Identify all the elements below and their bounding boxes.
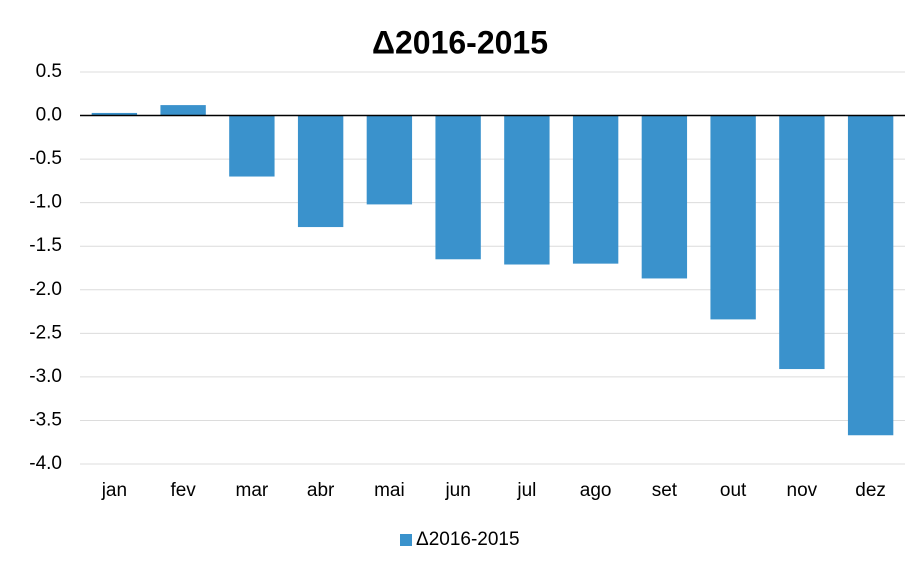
x-tick-label: jul (516, 480, 536, 501)
bar (572, 115, 619, 264)
x-tick-label: nov (787, 480, 818, 501)
bar (779, 115, 825, 370)
legend-label: Δ2016-2015 (416, 529, 520, 550)
bar (91, 112, 138, 116)
y-tick-label: -3.0 (29, 366, 62, 387)
bar (435, 115, 481, 260)
bar (710, 115, 756, 320)
y-tick-label: -3.5 (29, 409, 62, 430)
x-tick-label: dez (855, 480, 886, 501)
y-tick-label: -1.5 (29, 235, 62, 256)
bar (297, 115, 344, 228)
x-tick-label: mar (236, 480, 269, 501)
x-tick-label: jan (101, 480, 127, 501)
x-tick-label: ago (580, 480, 612, 501)
bar (229, 115, 275, 177)
bar (641, 115, 688, 279)
y-tick-label: -4.0 (29, 453, 62, 474)
bar (504, 115, 550, 265)
x-tick-label: out (720, 480, 747, 501)
x-tick-label: fev (170, 480, 196, 501)
y-tick-label: 0.0 (36, 105, 62, 126)
x-tick-label: set (652, 480, 678, 501)
x-tick-label: mai (374, 480, 405, 501)
x-tick-label: jun (444, 480, 470, 501)
bar (366, 115, 413, 205)
y-tick-label: -0.5 (29, 148, 62, 169)
y-tick-label: -2.5 (29, 322, 62, 343)
x-tick-label: abr (307, 480, 335, 501)
y-tick-label: -2.0 (29, 279, 62, 300)
bar (160, 105, 206, 116)
y-tick-label: 0.5 (36, 61, 62, 82)
chart-title: Δ2016-2015 (372, 24, 548, 60)
legend-swatch (400, 534, 412, 546)
y-tick-label: -1.0 (29, 192, 62, 213)
bar (847, 115, 894, 436)
